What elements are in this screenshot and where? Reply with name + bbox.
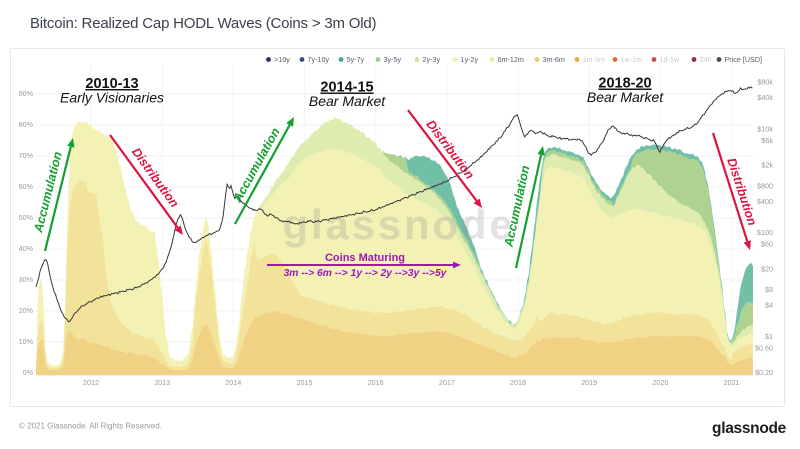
svg-text:90%: 90%	[19, 89, 34, 98]
svg-text:$0.20: $0.20	[755, 368, 773, 377]
svg-text:2015: 2015	[297, 378, 313, 387]
svg-text:2013: 2013	[154, 378, 170, 387]
svg-text:10%: 10%	[19, 337, 34, 346]
svg-text:2018: 2018	[510, 378, 526, 387]
svg-text:2014-15: 2014-15	[320, 80, 373, 96]
svg-text:Coins Maturing: Coins Maturing	[325, 252, 405, 264]
svg-text:1w-1m: 1w-1m	[621, 55, 643, 64]
svg-text:Price [USD]: Price [USD]	[725, 55, 763, 64]
svg-text:$20: $20	[761, 264, 773, 273]
svg-text:$800: $800	[757, 181, 773, 190]
svg-text:$1: $1	[765, 332, 773, 341]
svg-text:$80k: $80k	[757, 78, 773, 87]
svg-text:30%: 30%	[19, 275, 34, 284]
svg-text:$6k: $6k	[761, 136, 773, 145]
svg-text:2019: 2019	[581, 378, 597, 387]
svg-text:5y-7y: 5y-7y	[347, 55, 365, 64]
svg-text:Bear Market: Bear Market	[309, 93, 386, 109]
svg-text:3m-6m: 3m-6m	[543, 55, 565, 64]
svg-text:$60: $60	[761, 240, 773, 249]
svg-text:glassnode: glassnode	[283, 201, 516, 248]
svg-text:1m-3m: 1m-3m	[583, 55, 605, 64]
svg-text:$40k: $40k	[757, 93, 773, 102]
svg-text:$8: $8	[765, 285, 773, 294]
svg-text:$2k: $2k	[761, 161, 773, 170]
svg-text:6m-12m: 6m-12m	[498, 55, 524, 64]
svg-text:60%: 60%	[19, 182, 34, 191]
svg-text:2y-3y: 2y-3y	[423, 55, 441, 64]
svg-text:2020: 2020	[652, 378, 668, 387]
svg-text:2018-20: 2018-20	[598, 76, 651, 92]
svg-text:Early Visionaries: Early Visionaries	[60, 90, 164, 106]
svg-text:7y-10y: 7y-10y	[308, 55, 330, 64]
svg-text:2010-13: 2010-13	[85, 76, 138, 92]
svg-text:1y-2y: 1y-2y	[461, 55, 479, 64]
svg-text:2021: 2021	[724, 378, 740, 387]
svg-text:1d-1w: 1d-1w	[660, 55, 680, 64]
svg-text:3y-5y: 3y-5y	[384, 55, 402, 64]
svg-text:2016: 2016	[368, 378, 384, 387]
svg-text:2014: 2014	[225, 378, 241, 387]
svg-text:© 2021 Glassnode. All Rights R: © 2021 Glassnode. All Rights Reserved.	[19, 422, 162, 431]
svg-text:$0.60: $0.60	[755, 344, 773, 353]
svg-text:20%: 20%	[19, 306, 34, 315]
svg-text:$400: $400	[757, 197, 773, 206]
svg-text:Bitcoin: Realized Cap HODL Wav: Bitcoin: Realized Cap HODL Waves (Coins …	[30, 15, 377, 32]
svg-text:$10k: $10k	[757, 124, 773, 133]
svg-text:24h: 24h	[700, 55, 712, 64]
svg-text:50%: 50%	[19, 213, 34, 222]
svg-text:0%: 0%	[23, 368, 34, 377]
svg-text:Bear Market: Bear Market	[587, 89, 664, 105]
svg-text:2012: 2012	[83, 378, 99, 387]
svg-text:40%: 40%	[19, 244, 34, 253]
svg-text:>10y: >10y	[274, 55, 290, 64]
svg-text:80%: 80%	[19, 120, 34, 129]
svg-text:70%: 70%	[19, 151, 34, 160]
svg-text:2017: 2017	[439, 378, 455, 387]
svg-text:3m --> 6m --> 1y --> 2y -->3y: 3m --> 6m --> 1y --> 2y -->3y -->5y	[284, 268, 448, 279]
svg-text:glassnode: glassnode	[712, 420, 787, 437]
svg-text:$4: $4	[765, 301, 773, 310]
svg-text:$100: $100	[757, 228, 773, 237]
